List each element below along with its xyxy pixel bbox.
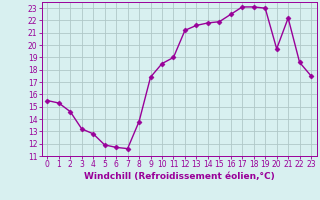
X-axis label: Windchill (Refroidissement éolien,°C): Windchill (Refroidissement éolien,°C) xyxy=(84,172,275,181)
